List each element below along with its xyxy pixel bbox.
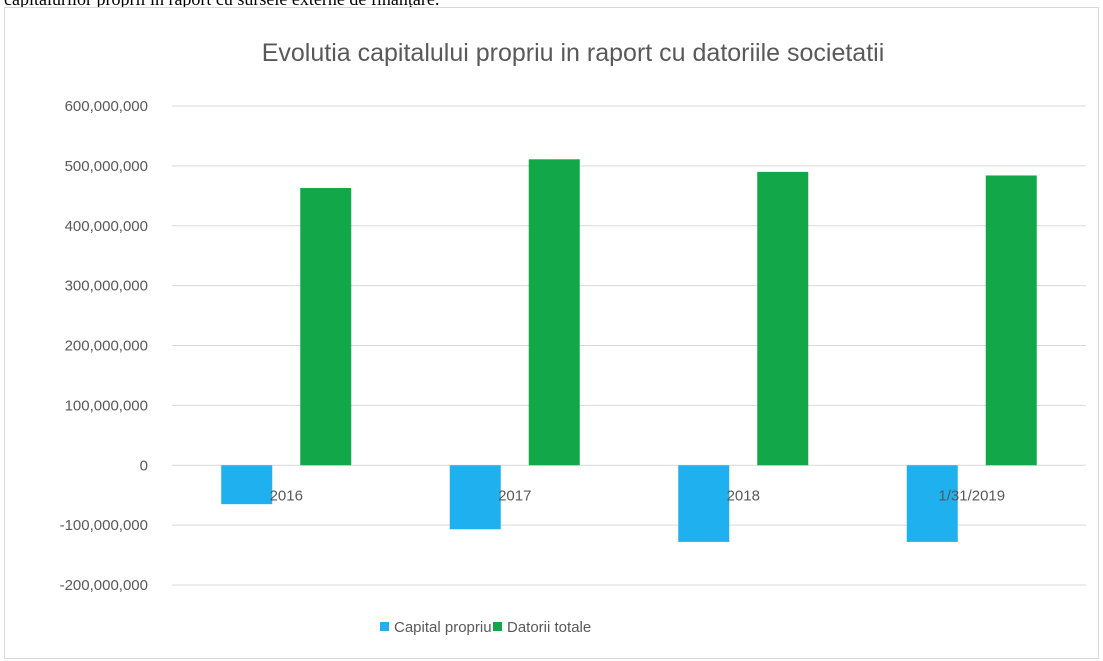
legend-label: Capital propriu bbox=[394, 619, 492, 636]
bar-datorii-totale bbox=[985, 175, 1037, 466]
legend-swatch bbox=[493, 622, 502, 631]
y-axis-labels: 600,000,000 500,000,000 400,000,000 300,000… bbox=[60, 98, 148, 594]
y-tick-label: 0 bbox=[140, 457, 148, 474]
bar-capital-propriu bbox=[906, 465, 958, 542]
bar-datorii-totale bbox=[528, 159, 580, 466]
x-tick-label: 2018 bbox=[727, 487, 760, 504]
y-tick-label: 600,000,000 bbox=[65, 98, 148, 115]
y-tick-label: -200,000,000 bbox=[60, 577, 148, 594]
legend-label: Datorii totale bbox=[507, 619, 591, 636]
x-axis-labels: 2016 2017 2018 1/31/2019 bbox=[270, 487, 1006, 504]
chart-frame: Evolutia capitalului propriu in raport c… bbox=[4, 7, 1099, 659]
y-tick-label: 400,000,000 bbox=[65, 218, 148, 235]
legend-swatch bbox=[380, 622, 389, 631]
bar-capital-propriu bbox=[678, 465, 730, 542]
y-tick-label: 300,000,000 bbox=[65, 278, 148, 295]
x-tick-label: 1/31/2019 bbox=[938, 487, 1005, 504]
y-tick-label: 200,000,000 bbox=[65, 338, 148, 355]
x-tick-label: 2017 bbox=[498, 487, 531, 504]
bar-datorii-totale bbox=[757, 171, 809, 466]
bar-capital-propriu bbox=[221, 465, 273, 505]
bars bbox=[221, 159, 1037, 542]
y-tick-label: 100,000,000 bbox=[65, 397, 148, 414]
chart-title: Evolutia capitalului propriu in raport c… bbox=[262, 39, 885, 67]
x-tick-label: 2016 bbox=[270, 487, 303, 504]
bar-capital-propriu bbox=[449, 465, 501, 530]
bar-datorii-totale bbox=[300, 188, 352, 466]
y-tick-label: 500,000,000 bbox=[65, 158, 148, 175]
document-text-fragment: capitalurilor proprii în raport cu surse… bbox=[4, 0, 439, 10]
y-tick-label: -100,000,000 bbox=[60, 517, 148, 534]
legend: Capital propriu Datorii totale bbox=[380, 619, 591, 636]
bar-chart: Evolutia capitalului propriu in raport c… bbox=[60, 39, 1086, 636]
